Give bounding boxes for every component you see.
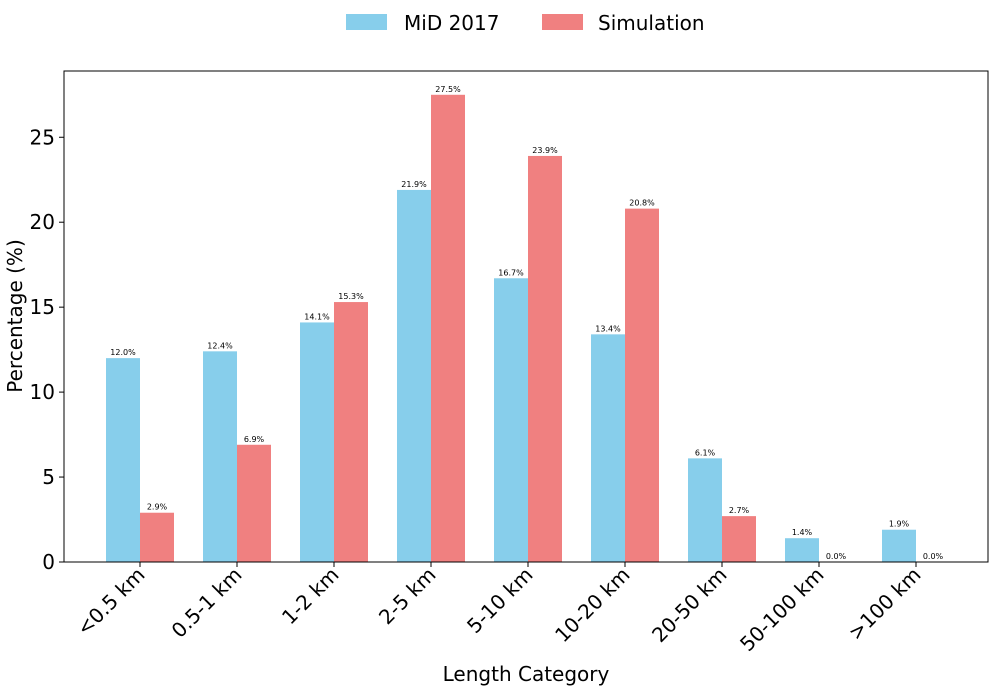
data-label-mid2017-7: 1.4% [792, 528, 813, 537]
x-tick-label-7: 50-100 km [735, 563, 829, 657]
data-label-mid2017-4: 16.7% [498, 268, 524, 277]
y-axis-title: Percentage (%) [3, 239, 27, 392]
x-axis-ticks: <0.5 km 0.5-1 km 1-2 km 2-5 km 5-10 km 10-20 … [72, 562, 926, 656]
bar-simulation-4 [528, 155, 562, 562]
x-tick-label-4: 5-10 km [462, 563, 538, 639]
y-axis-ticks: 0 5 10 15 20 25 [30, 125, 64, 574]
data-label-mid2017-5: 13.4% [595, 324, 621, 333]
data-label-simulation-2: 15.3% [338, 292, 364, 301]
bars-group: 12.0% 2.9% 12.4% 6.9% 14.1% 15.3% 21.9% 27.5% 16… [106, 85, 944, 563]
plot-frame [63, 70, 989, 563]
bar-simulation-6 [722, 516, 756, 562]
bar-mid2017-2 [300, 322, 334, 562]
legend-label-mid2017: MiD 2017 [404, 11, 499, 35]
bar-mid2017-3 [397, 189, 431, 562]
data-label-mid2017-2: 14.1% [304, 312, 330, 321]
x-tick-label-6: 20-50 km [647, 563, 732, 648]
y-tick-label-0: 0 [42, 550, 55, 574]
y-tick-label-5: 25 [30, 125, 55, 149]
x-tick-label-2: 1-2 km [277, 563, 344, 630]
bar-mid2017-5 [591, 334, 625, 562]
bar-mid2017-4 [494, 278, 528, 562]
bar-simulation-5 [625, 208, 659, 563]
x-tick-label-1: 0.5-1 km [167, 563, 247, 643]
legend: MiD 2017 Simulation [346, 11, 705, 35]
data-label-mid2017-0: 12.0% [110, 348, 136, 357]
data-label-mid2017-1: 12.4% [207, 341, 233, 350]
bar-mid2017-0 [106, 358, 140, 562]
bar-mid2017-1 [203, 351, 237, 562]
bar-simulation-3 [431, 94, 465, 563]
x-tick-label-3: 2-5 km [374, 563, 441, 630]
y-tick-label-2: 10 [30, 380, 55, 404]
data-label-simulation-5: 20.8% [629, 199, 655, 208]
legend-swatch-simulation [542, 14, 583, 30]
x-tick-label-0: <0.5 km [72, 563, 150, 641]
data-label-mid2017-6: 6.1% [695, 448, 716, 457]
x-tick-label-8: >100 km [843, 563, 925, 645]
x-axis-title: Length Category [443, 662, 610, 686]
data-label-simulation-6: 2.7% [729, 506, 750, 515]
y-tick-label-4: 20 [30, 210, 55, 234]
data-label-simulation-1: 6.9% [244, 435, 265, 444]
legend-label-simulation: Simulation [598, 11, 705, 35]
data-label-simulation-0: 2.9% [147, 503, 168, 512]
data-label-simulation-8: 0.0% [923, 552, 944, 561]
data-label-mid2017-3: 21.9% [401, 180, 427, 189]
bar-mid2017-8 [882, 529, 916, 562]
bar-simulation-2 [334, 302, 368, 562]
bar-mid2017-6 [688, 458, 722, 562]
bar-mid2017-7 [785, 538, 819, 562]
data-label-simulation-4: 23.9% [532, 146, 558, 155]
x-tick-label-5: 10-20 km [550, 563, 635, 648]
data-label-simulation-3: 27.5% [435, 85, 461, 94]
y-tick-label-1: 5 [42, 465, 55, 489]
legend-swatch-mid2017 [346, 14, 387, 30]
bar-simulation-1 [237, 444, 271, 562]
data-label-mid2017-8: 1.9% [889, 520, 910, 529]
y-tick-label-3: 15 [30, 295, 55, 319]
data-label-simulation-7: 0.0% [826, 552, 847, 561]
bar-simulation-0 [140, 512, 174, 562]
